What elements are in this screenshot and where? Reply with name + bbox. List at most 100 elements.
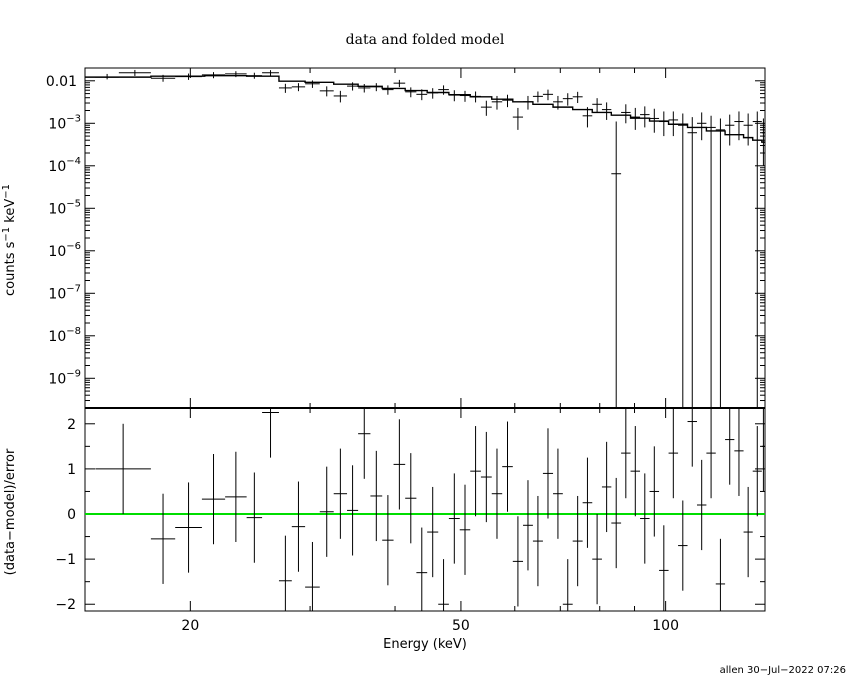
residual-point bbox=[370, 450, 383, 542]
data-point bbox=[459, 90, 471, 102]
data-point bbox=[319, 86, 334, 97]
residual-point bbox=[572, 495, 583, 587]
residual-point bbox=[358, 408, 371, 479]
data-point bbox=[659, 111, 669, 137]
data-point bbox=[305, 80, 320, 88]
residual-point bbox=[743, 486, 753, 578]
residual-point bbox=[592, 514, 602, 605]
residual-point bbox=[725, 408, 735, 485]
residual-point bbox=[562, 559, 573, 611]
data-point bbox=[752, 111, 762, 408]
y-tick-label-top: 0.01 bbox=[46, 74, 77, 90]
y-tick-label-bottom: −2 bbox=[55, 597, 76, 613]
residual-point bbox=[246, 472, 263, 563]
residual-point bbox=[542, 428, 554, 519]
data-point bbox=[523, 95, 533, 110]
y-tick-label-top: 10−7 bbox=[48, 283, 81, 302]
y-tick-label-top: 10−6 bbox=[48, 241, 81, 260]
data-point bbox=[542, 89, 554, 101]
residual-point bbox=[393, 419, 406, 510]
residual-point bbox=[491, 448, 503, 539]
residual-point bbox=[752, 426, 762, 517]
data-point bbox=[427, 88, 439, 99]
residual-point bbox=[175, 482, 202, 573]
data-point bbox=[512, 107, 524, 130]
data-point bbox=[611, 121, 622, 408]
x-axis-label: Energy (keV) bbox=[383, 637, 467, 652]
data-point bbox=[572, 91, 583, 104]
data-point bbox=[262, 70, 279, 76]
data-point bbox=[562, 93, 573, 106]
footer-credit: allen 30−Jul−2022 07:26 bbox=[720, 665, 846, 676]
data-point bbox=[393, 79, 406, 88]
data-point bbox=[278, 83, 292, 93]
data-point bbox=[715, 118, 726, 408]
y-tick-label-top: 10−4 bbox=[48, 156, 81, 175]
residual-point bbox=[427, 486, 439, 578]
y-tick-label-top: 10−8 bbox=[48, 326, 81, 345]
data-point bbox=[592, 98, 602, 113]
residual-point bbox=[291, 481, 306, 572]
data-point bbox=[333, 90, 348, 103]
y-axis-label-top: counts s−1 keV−1 bbox=[1, 184, 18, 296]
residual-point bbox=[225, 451, 247, 542]
data-point bbox=[649, 108, 660, 133]
data-point bbox=[640, 106, 650, 128]
data-point bbox=[95, 73, 119, 80]
data-point bbox=[291, 83, 306, 92]
data-point bbox=[630, 107, 641, 130]
data-point bbox=[502, 94, 513, 108]
residual-point bbox=[553, 448, 563, 539]
residual-point bbox=[448, 473, 460, 564]
y-tick-label-bottom: 1 bbox=[67, 462, 76, 478]
data-point bbox=[621, 104, 631, 124]
residual-point bbox=[512, 516, 524, 607]
residual-panel: 20 50 100 −2 −1 0 1 2 bbox=[55, 407, 766, 634]
residual-point bbox=[630, 426, 641, 517]
chart-title: data and folded model bbox=[346, 32, 505, 48]
residual-point bbox=[416, 527, 428, 611]
data-point bbox=[687, 117, 697, 408]
residual-point bbox=[611, 477, 622, 569]
data-point bbox=[118, 69, 151, 76]
residual-point bbox=[706, 408, 716, 499]
residual-point bbox=[668, 408, 679, 499]
data-point bbox=[491, 95, 503, 110]
data-point bbox=[382, 85, 394, 95]
residual-point bbox=[305, 541, 320, 611]
data-point bbox=[225, 71, 247, 78]
data-point bbox=[743, 113, 753, 146]
residual-point bbox=[640, 473, 650, 564]
data-point bbox=[532, 91, 543, 103]
y-tick-label-bottom: 0 bbox=[67, 507, 76, 523]
residual-point bbox=[438, 559, 449, 611]
residual-point bbox=[523, 480, 533, 571]
data-point bbox=[201, 72, 226, 79]
data-point bbox=[553, 95, 563, 110]
residual-point bbox=[459, 484, 471, 575]
residual-point bbox=[480, 431, 492, 523]
residual-point bbox=[405, 453, 417, 544]
top-frame bbox=[84, 67, 766, 409]
residual-point bbox=[262, 408, 279, 458]
residual-point bbox=[678, 500, 688, 591]
data-point bbox=[761, 118, 765, 166]
data-point bbox=[725, 114, 735, 146]
bottom-frame bbox=[84, 407, 766, 612]
model-line bbox=[85, 74, 765, 143]
residual-point bbox=[582, 457, 593, 548]
data-point bbox=[175, 73, 202, 80]
data-point bbox=[347, 82, 359, 91]
x-tick-label: 20 bbox=[181, 618, 199, 634]
data-point bbox=[696, 112, 707, 141]
x-tick-label: 100 bbox=[652, 618, 679, 634]
data-point bbox=[480, 100, 492, 116]
residual-point bbox=[687, 408, 697, 467]
residual-point bbox=[761, 408, 765, 492]
residual-point bbox=[347, 465, 359, 556]
residual-point bbox=[470, 426, 481, 517]
data-point bbox=[405, 87, 417, 98]
data-point bbox=[706, 115, 716, 408]
x-tick-label: 50 bbox=[452, 618, 470, 634]
